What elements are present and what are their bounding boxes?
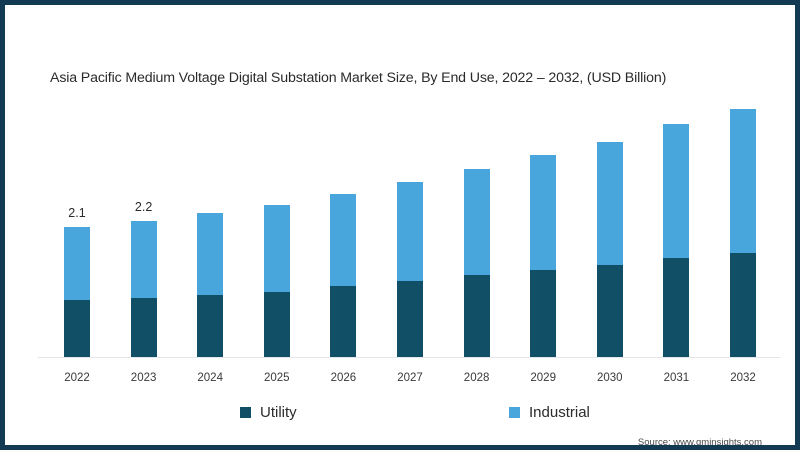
bar-segment-industrial[interactable] [130, 220, 157, 298]
plot-area: 2.1 2.2 2022 2023 2024 2025 2026 2027 2028 2029 2… [12, 12, 795, 445]
bar-segment-utility[interactable] [596, 265, 623, 357]
bar-segment-utility[interactable] [730, 253, 756, 357]
bar-segment-industrial[interactable] [730, 109, 756, 253]
bar-group[interactable] [663, 124, 690, 357]
bar-segment-utility[interactable] [463, 275, 490, 357]
bar-group[interactable] [730, 109, 756, 357]
legend-swatch-industrial [509, 407, 520, 418]
x-tick-label: 2024 [197, 372, 223, 384]
x-tick-label: 2026 [330, 372, 357, 384]
bar-segment-utility[interactable] [530, 270, 557, 357]
bar-value-label: 2.2 [134, 199, 153, 214]
x-tick-label: 2030 [597, 372, 623, 384]
bar-group[interactable] [596, 141, 623, 357]
bar-segment-utility[interactable] [130, 297, 157, 357]
bar-segment-industrial[interactable] [463, 168, 490, 276]
bar-segment-industrial[interactable] [663, 124, 690, 258]
bar-segment-industrial[interactable] [263, 204, 290, 292]
x-tick-label: 2023 [130, 372, 157, 384]
bar-group[interactable] [330, 193, 357, 357]
x-tick-label: 2022 [64, 372, 90, 384]
bar-segment-industrial[interactable] [397, 182, 423, 282]
legend-label-utility: Utility [260, 404, 297, 421]
bar-segment-utility[interactable] [64, 300, 90, 357]
bar-group[interactable] [463, 168, 490, 357]
bar-segment-industrial[interactable] [64, 227, 90, 301]
x-tick-label: 2028 [463, 372, 490, 384]
bar-segment-industrial[interactable] [330, 193, 357, 287]
bar-segment-industrial[interactable] [530, 155, 557, 271]
source-note: Source: www.gminsights.com [637, 437, 762, 448]
bar-value-label: 2.1 [68, 206, 86, 220]
legend-item-utility[interactable]: Utility [240, 404, 297, 421]
bar-group[interactable] [197, 213, 224, 357]
bar-group[interactable] [64, 227, 90, 357]
bar-segment-utility[interactable] [197, 295, 224, 357]
bar-group[interactable] [530, 155, 557, 357]
bar-group[interactable] [263, 204, 290, 357]
x-tick-label: 2032 [730, 372, 756, 384]
x-tick-label: 2031 [663, 372, 690, 384]
bar-segment-utility[interactable] [330, 286, 357, 357]
bar-segment-utility[interactable] [663, 257, 690, 357]
bar-segment-utility[interactable] [263, 292, 290, 357]
chart-title: Asia Pacific Medium Voltage Digital Subs… [50, 70, 667, 86]
legend-swatch-utility [240, 407, 251, 418]
figure-inner-frame: Asia Pacific Medium Voltage Digital Subs… [10, 10, 795, 448]
x-tick-label: 2027 [397, 372, 423, 384]
x-tick-label: 2029 [530, 372, 556, 384]
chart-legend: Utility Industrial [12, 404, 795, 428]
bar-segment-utility[interactable] [397, 281, 423, 357]
bar-group[interactable] [130, 220, 157, 357]
x-tick-label: 2025 [264, 372, 290, 384]
legend-label-industrial: Industrial [529, 404, 590, 421]
bar-segment-industrial[interactable] [596, 141, 623, 266]
bar-group[interactable] [397, 182, 423, 357]
x-axis-line [38, 357, 780, 358]
legend-item-industrial[interactable]: Industrial [509, 404, 590, 421]
bar-segment-industrial[interactable] [197, 213, 224, 296]
